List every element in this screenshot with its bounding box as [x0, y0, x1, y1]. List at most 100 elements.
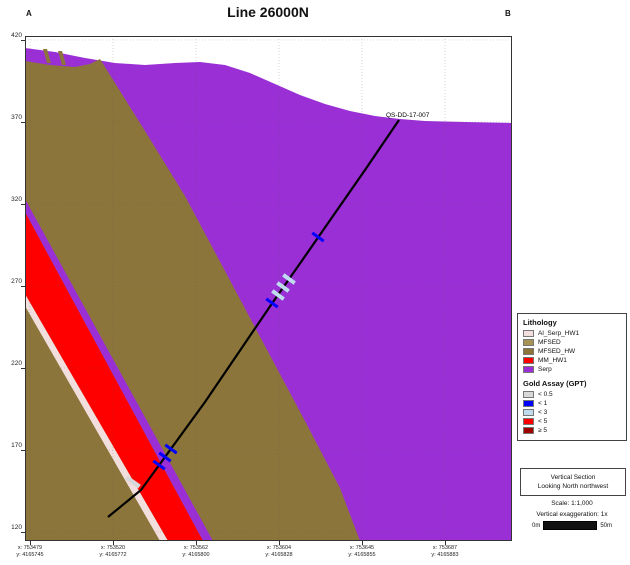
drillhole-trace [107, 119, 400, 518]
y-axis-label: 170 [11, 442, 22, 449]
legend-item: Serp [523, 366, 621, 373]
vertical-exaggeration-text: Vertical exaggeration: 1x [536, 511, 608, 518]
x-axis-label-easting: x: 753645 [349, 545, 375, 551]
x-axis-tick [445, 541, 446, 545]
x-axis-label-easting: x: 753687 [432, 545, 458, 551]
assay-marker-lt1 [265, 297, 279, 309]
corner-label-a: A [26, 9, 32, 18]
section-info-line1: Vertical Section [550, 474, 596, 481]
y-axis-label: 320 [11, 196, 22, 203]
legend-item: < 3 [523, 409, 621, 416]
x-axis-label-northing: y: 4165883 [431, 552, 459, 558]
scale-bar-right-label: 50m [600, 522, 612, 529]
assay-marker-lt05 [125, 475, 141, 489]
lithology-label: MM_HW1 [538, 357, 567, 364]
x-axis-label-northing: y: 4165772 [99, 552, 127, 558]
y-axis-label: 220 [11, 360, 22, 367]
y-axis-tick [21, 40, 25, 41]
x-axis-label-easting: x: 753520 [100, 545, 126, 551]
scale-bar: 0m 50m [517, 521, 627, 530]
mfsed-hw-sliver [43, 49, 51, 63]
x-axis-label: x: 753687 y: 4165883 [417, 545, 473, 559]
lithology-swatch [523, 366, 534, 373]
legend-lithology-title: Lithology [523, 318, 557, 327]
y-axis-tick [21, 450, 25, 451]
assay-marker-lt3 [271, 289, 285, 301]
legend-item: < 1 [523, 400, 621, 407]
x-axis-label-easting: x: 753479 [17, 545, 43, 551]
x-axis-label: x: 753520 y: 4165772 [85, 545, 141, 559]
page-title: Line 26000N [227, 4, 309, 20]
assay-swatch [523, 427, 534, 434]
x-axis-label-northing: y: 4165800 [182, 552, 210, 558]
assay-marker-lt1 [152, 459, 166, 471]
x-axis-label-northing: y: 4165745 [16, 552, 44, 558]
legend-item: ≥ 5 [523, 427, 621, 434]
y-axis-label: 120 [11, 524, 22, 531]
y-axis-tick [21, 286, 25, 287]
mm-hw1-band [25, 212, 203, 541]
y-axis-label: 370 [11, 114, 22, 121]
corner-label-b: B [505, 9, 511, 18]
plot-frame [25, 36, 512, 541]
section-info-box: Vertical Section Looking North northwest [520, 468, 626, 496]
legend-item: < 0.5 [523, 391, 621, 398]
mfsed-hw-sliver [58, 51, 66, 65]
lithology-label: MFSED [538, 339, 561, 346]
y-axis-tick [21, 122, 25, 123]
y-axis-label: 420 [11, 32, 22, 39]
scale-bar-left-label: 0m [531, 522, 541, 529]
x-axis-label-easting: x: 753604 [266, 545, 292, 551]
lithology-swatch [523, 357, 534, 364]
assay-swatch [523, 400, 534, 407]
x-axis-tick [30, 541, 31, 545]
assay-marker-lt3 [282, 273, 296, 285]
lithology-swatch [523, 348, 534, 355]
y-axis-tick [21, 532, 25, 533]
legend-item: < 5 [523, 418, 621, 425]
assay-swatch [523, 409, 534, 416]
lithology-swatch [523, 330, 534, 337]
section-info-line2: Looking North northwest [537, 483, 609, 490]
assay-marker-lt1 [158, 451, 172, 463]
legend-item: MM_HW1 [523, 357, 621, 364]
assay-label: < 1 [538, 400, 548, 407]
x-axis-label-northing: y: 4165828 [265, 552, 293, 558]
x-axis-tick [362, 541, 363, 545]
y-axis-tick [21, 368, 25, 369]
x-axis-label-easting: x: 753562 [183, 545, 209, 551]
lithology-label: Al_Serp_HW1 [538, 330, 580, 337]
assay-label: < 0.5 [538, 391, 553, 398]
x-axis-label: x: 753479 y: 4165745 [2, 545, 58, 559]
legend-item: MFSED_HW [523, 348, 621, 355]
y-axis-label: 270 [11, 278, 22, 285]
legend-item: MFSED [523, 339, 621, 346]
lithology-label: MFSED_HW [538, 348, 576, 355]
x-axis-tick [113, 541, 114, 545]
assay-label: < 5 [538, 418, 548, 425]
grid-lines [25, 36, 512, 541]
x-axis-tick [196, 541, 197, 545]
x-axis-label-northing: y: 4165855 [348, 552, 376, 558]
x-axis-tick [279, 541, 280, 545]
legend-gold-assay-title: Gold Assay (GPT) [523, 379, 587, 388]
assay-label: < 3 [538, 409, 548, 416]
x-axis-label: x: 753562 y: 4165800 [168, 545, 224, 559]
y-axis-tick [21, 204, 25, 205]
scale-bar-rule [543, 521, 598, 530]
legend-panel: Lithology Al_Serp_HW1 MFSED MFSED_HW MM_… [517, 313, 627, 441]
assay-markers [125, 231, 325, 489]
assay-marker-lt1 [164, 443, 178, 455]
scale-text: Scale: 1:1,000 [551, 500, 593, 507]
lithology-label: Serp [538, 366, 552, 373]
x-axis-label: x: 753645 y: 4165855 [334, 545, 390, 559]
assay-marker-lt1 [311, 231, 325, 243]
drillhole-label: QS-DD-17-007 [386, 112, 430, 119]
assay-swatch [523, 418, 534, 425]
assay-swatch [523, 391, 534, 398]
cross-section-plot: QS-DD-17-007 [25, 36, 512, 541]
lithology-swatch [523, 339, 534, 346]
assay-marker-lt3 [276, 281, 290, 293]
assay-label: ≥ 5 [538, 427, 547, 434]
